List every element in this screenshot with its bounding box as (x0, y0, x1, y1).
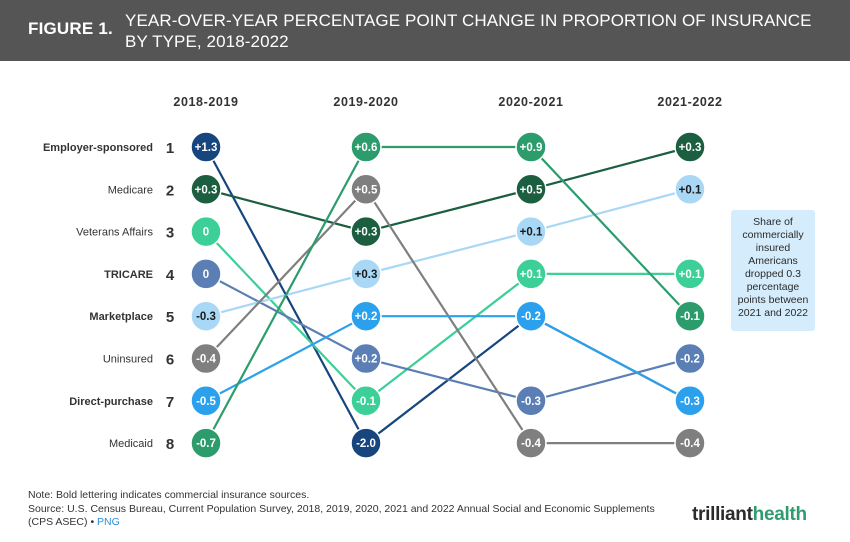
category-label: Direct-purchase (69, 396, 153, 408)
category-label: Medicaid (109, 438, 153, 450)
data-point (190, 385, 222, 417)
rank-number: 1 (166, 140, 174, 157)
series-line (205, 145, 691, 444)
png-link[interactable]: PNG (97, 516, 120, 528)
data-label: -0.4 (521, 438, 541, 450)
data-point (674, 385, 706, 417)
data-point (350, 300, 382, 332)
data-label: -0.4 (680, 438, 700, 450)
data-point (350, 258, 382, 290)
category-label: Medicare (108, 184, 153, 196)
data-label: -0.3 (680, 396, 700, 408)
rank-number: 5 (166, 309, 174, 326)
category-label: Uninsured (103, 354, 153, 366)
data-point (515, 173, 547, 206)
data-label: +0.3 (195, 184, 218, 196)
data-label: +0.1 (679, 184, 702, 196)
data-label: -0.3 (521, 396, 541, 408)
data-point (515, 258, 547, 290)
data-label: -0.2 (680, 354, 700, 366)
series-line (205, 272, 691, 402)
logo-text-accent: health (752, 504, 807, 525)
category-label: Marketplace (89, 311, 153, 323)
data-label: +0.5 (355, 184, 378, 196)
data-point (515, 131, 547, 163)
category-label: Employer-sponsored (43, 142, 153, 154)
data-point (674, 427, 706, 459)
footnote: Note: Bold lettering indicates commercia… (28, 489, 310, 501)
data-point (674, 131, 706, 163)
data-point (515, 385, 547, 417)
series-line (205, 145, 691, 233)
figure-header: FIGURE 1. YEAR-OVER-YEAR PERCENTAGE POIN… (0, 0, 850, 61)
data-label: -0.7 (196, 438, 216, 450)
separator: • (90, 516, 95, 528)
rank-number: 4 (166, 267, 175, 284)
category-label: Veterans Affairs (76, 227, 153, 239)
rank-number: 6 (166, 352, 174, 369)
data-label: +0.1 (520, 269, 543, 281)
source-note: Source: U.S. Census Bureau, Current Popu… (28, 503, 668, 529)
rank-number: 3 (166, 225, 174, 242)
data-label: 0 (203, 227, 209, 239)
figure-title: YEAR-OVER-YEAR PERCENTAGE POINT CHANGE I… (125, 11, 812, 51)
source-text: Source: U.S. Census Bureau, Current Popu… (28, 503, 655, 528)
data-label: +0.2 (355, 311, 378, 323)
annotation-box (731, 210, 815, 331)
data-point (515, 215, 547, 248)
data-point (674, 342, 706, 375)
data-point (350, 427, 382, 459)
data-label: +0.9 (520, 142, 543, 154)
data-point (674, 173, 706, 206)
data-label: -0.3 (196, 311, 216, 323)
series-line (205, 315, 691, 402)
rank-number: 7 (166, 394, 174, 411)
data-label: -0.1 (356, 396, 376, 408)
rank-number: 2 (166, 182, 174, 199)
figure-label: FIGURE 1. (28, 19, 113, 38)
period-header: 2021-2022 (657, 95, 722, 109)
logo-text-main: trilliant (692, 504, 753, 525)
data-point (515, 427, 547, 459)
category-label: TRICARE (104, 269, 153, 281)
data-label: 0 (203, 269, 209, 281)
data-label: -0.5 (196, 396, 216, 408)
data-point (190, 258, 222, 290)
period-header: 2018-2019 (173, 95, 238, 109)
data-point (190, 427, 222, 459)
data-label: +0.6 (355, 142, 378, 154)
data-point (674, 258, 706, 290)
annotation-text: Share of commercially insured Americans drop… (738, 216, 809, 319)
data-point (190, 215, 222, 248)
series-line (205, 146, 691, 445)
data-label: -2.0 (356, 438, 376, 450)
data-label: +0.3 (355, 269, 378, 281)
rank-number: 8 (166, 436, 174, 453)
data-label: -0.1 (680, 311, 700, 323)
data-point (350, 215, 382, 248)
period-header: 2020-2021 (498, 95, 563, 109)
data-point (190, 173, 222, 206)
trilliant-health-logo: trillianthealth (692, 504, 807, 526)
data-label: +0.2 (355, 354, 378, 366)
data-label: +0.3 (355, 227, 378, 239)
data-label: +0.1 (679, 269, 702, 281)
period-header: 2019-2020 (333, 95, 398, 109)
data-label: -0.2 (521, 311, 541, 323)
data-point (350, 342, 382, 375)
data-label: +0.1 (520, 227, 543, 239)
data-label: -0.4 (196, 354, 216, 366)
data-point (190, 300, 222, 332)
data-point (350, 173, 382, 206)
bump-chart: 2018-2019 2019-2020 2020-2021 2021-2022 Empl… (43, 95, 815, 459)
data-point (190, 131, 222, 163)
data-label: +0.5 (520, 184, 543, 196)
data-label: +0.3 (679, 142, 702, 154)
data-point (350, 131, 382, 163)
data-point (515, 300, 547, 332)
data-point (674, 300, 706, 332)
data-label: +1.3 (195, 142, 218, 154)
data-point (190, 342, 222, 375)
data-point (350, 385, 382, 417)
